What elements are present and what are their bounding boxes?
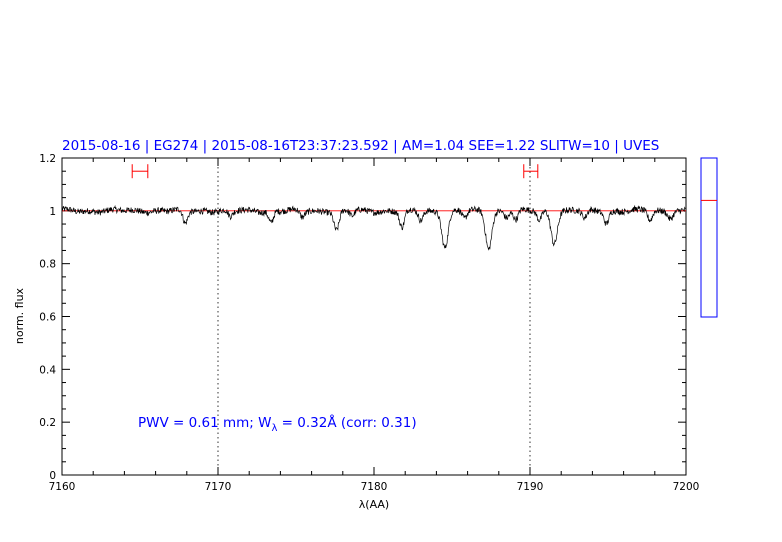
side-panel-box bbox=[700, 157, 718, 318]
x-tick-label: 7180 bbox=[361, 481, 388, 493]
y-axis-tick-labels: 0 0.2 0.4 0.6 0.8 1 1.2 bbox=[39, 153, 56, 482]
interval-marker bbox=[523, 164, 539, 179]
x-axis-label: λ(AA) bbox=[359, 498, 389, 511]
interval-marker bbox=[131, 164, 149, 179]
y-tick-label: 0.4 bbox=[39, 364, 56, 376]
x-tick-label: 7190 bbox=[517, 481, 544, 493]
x-tick-label: 7170 bbox=[205, 481, 232, 493]
spectrum-series-line bbox=[61, 204, 686, 251]
x-axis-tick-labels: 7160 7170 7180 7190 7200 bbox=[49, 481, 700, 493]
pwv-text: PWV = 0.61 mm; W bbox=[138, 415, 271, 431]
y-tick-label: 0.6 bbox=[39, 312, 56, 324]
w-subscript: λ bbox=[271, 423, 277, 434]
y-tick-label: 0.2 bbox=[39, 417, 56, 429]
y-tick-label: 1.2 bbox=[39, 153, 56, 165]
pwv-annotation: PWV = 0.61 mm; Wλ = 0.32Å (corr: 0.31) bbox=[138, 414, 417, 434]
x-axis-ticks bbox=[61, 158, 687, 475]
vertical-dotted-lines bbox=[217, 158, 531, 475]
x-tick-label: 7160 bbox=[49, 481, 76, 493]
chart-header: 2015-08-16 | EG274 | 2015-08-16T23:37:23… bbox=[62, 138, 659, 154]
y-tick-label: 1 bbox=[49, 206, 56, 218]
x-tick-label: 7200 bbox=[673, 481, 700, 493]
y-tick-label: 0.8 bbox=[39, 259, 56, 271]
interval-markers bbox=[131, 164, 539, 179]
y-tick-label: 0 bbox=[49, 470, 56, 482]
w-value-text: = 0.32Å (corr: 0.31) bbox=[277, 414, 416, 431]
y-axis-label: norm. flux bbox=[13, 287, 26, 344]
